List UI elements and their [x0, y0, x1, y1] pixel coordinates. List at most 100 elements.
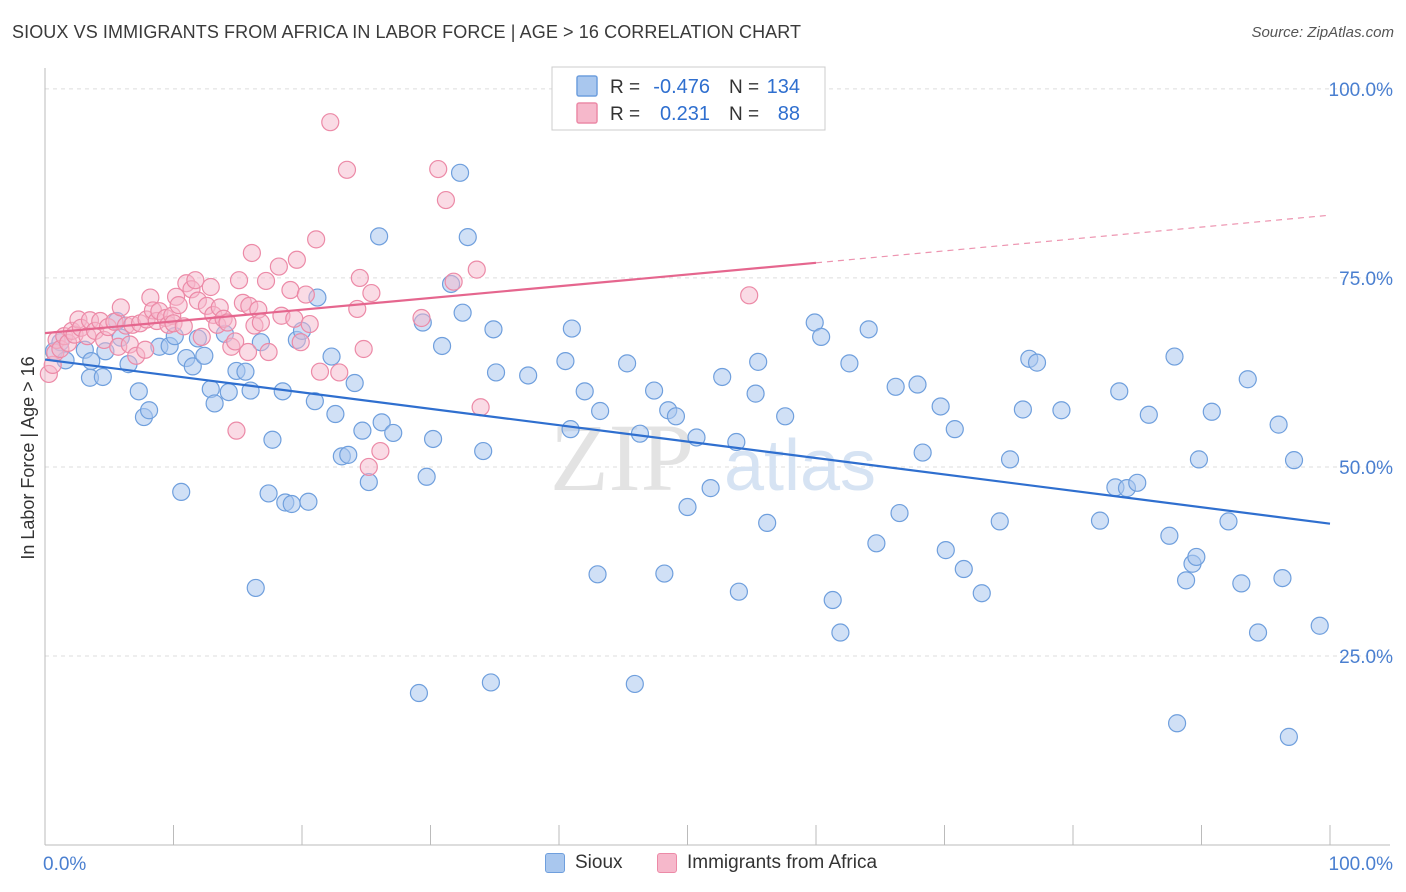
africa-point-40 — [186, 271, 205, 290]
sioux-point-63 — [481, 673, 500, 692]
sioux-point-110 — [1090, 511, 1110, 530]
sioux-point-41 — [322, 347, 341, 366]
sioux-point-87 — [776, 407, 795, 426]
sioux-point-117 — [1165, 347, 1184, 366]
sioux-point-98 — [913, 443, 932, 462]
chart-title: SIOUX VS IMMIGRANTS FROM AFRICA IN LABOR… — [12, 22, 802, 42]
sioux-point-96 — [890, 503, 909, 523]
sioux-point-115 — [1139, 405, 1158, 424]
africa-point-77 — [350, 268, 369, 288]
sioux-point-25 — [219, 382, 238, 402]
bottom-legend: Sioux Immigrants from Africa — [0, 850, 1406, 880]
sioux-point-93 — [859, 320, 878, 339]
sioux-point-84 — [746, 384, 765, 403]
y-axis-label: In Labor Force | Age > 16 — [18, 356, 38, 559]
legend-n-value-sioux: 134 — [767, 76, 800, 98]
sioux-point-35 — [282, 494, 301, 514]
legend-label-sioux: Sioux — [575, 852, 623, 873]
sioux-point-85 — [749, 352, 768, 371]
sioux-point-83 — [729, 582, 749, 601]
legend-swatch-africa-bottom — [657, 853, 677, 873]
sioux-point-123 — [1202, 402, 1221, 421]
legend-swatch-africa — [576, 102, 598, 124]
sioux-point-6 — [93, 367, 112, 387]
africa-point-36 — [169, 296, 188, 315]
africa-point-65 — [281, 280, 300, 300]
sioux-point-38 — [299, 492, 318, 511]
africa-point-83 — [429, 159, 448, 179]
sioux-point-108 — [1027, 353, 1047, 372]
africa-point-63 — [269, 257, 288, 276]
sioux-point-64 — [519, 366, 538, 385]
africa-point-73 — [321, 113, 340, 132]
sioux-point-61 — [484, 320, 503, 339]
legend-item-africa: Immigrants from Africa — [657, 852, 877, 874]
sioux-point-109 — [1052, 401, 1071, 420]
trend-lines — [44, 214, 1331, 525]
africa-point-42 — [192, 327, 211, 347]
sioux-point-81 — [713, 367, 732, 387]
africa-trend-extension — [815, 214, 1331, 264]
y-tick-label-2: 75.0% — [1339, 269, 1393, 290]
sioux-point-19 — [183, 357, 202, 376]
sioux-point-129 — [1273, 568, 1292, 588]
sioux-point-112 — [1110, 382, 1129, 401]
africa-point-66 — [285, 309, 304, 328]
sioux-point-47 — [359, 472, 378, 492]
legend-label-africa: Immigrants from Africa — [687, 852, 878, 873]
legend-r-value-africa: 0.231 — [660, 103, 710, 125]
y-tick-label-3: 100.0% — [1329, 80, 1394, 101]
x-tick-label-0: 0.0% — [43, 854, 86, 875]
africa-point-82 — [412, 308, 431, 328]
sioux-point-105 — [1000, 450, 1020, 469]
sioux-point-53 — [417, 467, 436, 486]
africa-point-68 — [291, 333, 310, 352]
sioux-point-77 — [666, 407, 686, 426]
sioux-point-94 — [867, 534, 886, 553]
sioux-point-122 — [1189, 450, 1209, 469]
africa-point-74 — [330, 363, 349, 382]
africa-point-61 — [256, 271, 276, 291]
legend-item-sioux: Sioux — [545, 852, 623, 874]
sioux-point-92 — [840, 354, 859, 373]
sioux-point-27 — [236, 362, 255, 381]
sioux-point-69 — [591, 401, 610, 421]
sioux-point-57 — [453, 303, 472, 322]
africa-point-55 — [238, 342, 258, 362]
sioux-point-11 — [129, 382, 148, 401]
africa-point-19 — [111, 298, 130, 317]
africa-point-51 — [226, 332, 245, 351]
watermark-atlas: atlas — [724, 426, 876, 506]
sioux-point-103 — [972, 584, 991, 603]
sioux-point-46 — [353, 421, 372, 440]
sioux-point-48 — [370, 227, 389, 246]
sioux-point-80 — [701, 479, 720, 498]
africa-point-72 — [310, 362, 330, 381]
sioux-point-42 — [326, 404, 345, 424]
sioux-point-100 — [936, 541, 955, 560]
africa-point-87 — [471, 398, 490, 417]
correlation-legend: R = -0.476 N = 134 R = 0.231 N = 88 — [551, 66, 826, 131]
africa-point-49 — [218, 313, 237, 332]
sioux-trend-line — [44, 358, 1331, 525]
africa-point-75 — [337, 160, 357, 179]
sioux-point-130 — [1279, 727, 1298, 746]
sioux-point-54 — [423, 429, 443, 449]
sioux-point-71 — [618, 354, 637, 373]
sioux-point-90 — [823, 590, 842, 610]
sioux-point-59 — [458, 227, 477, 247]
africa-point-84 — [436, 190, 456, 210]
sioux-point-23 — [205, 394, 224, 413]
sioux-point-104 — [990, 512, 1009, 531]
africa-point-86 — [467, 260, 486, 279]
sioux-point-55 — [432, 336, 452, 356]
sioux-point-51 — [409, 683, 429, 703]
legend-r-label-sioux: R = — [610, 77, 640, 98]
sioux-point-72 — [625, 674, 644, 694]
africa-point-37 — [174, 317, 193, 336]
sioux-point-60 — [474, 441, 493, 461]
africa-point-57 — [242, 243, 261, 263]
y-tick-labels: 25.0% 50.0% 75.0% 100.0% — [1329, 80, 1394, 668]
sioux-point-127 — [1248, 623, 1268, 642]
sioux-point-50 — [384, 423, 403, 443]
